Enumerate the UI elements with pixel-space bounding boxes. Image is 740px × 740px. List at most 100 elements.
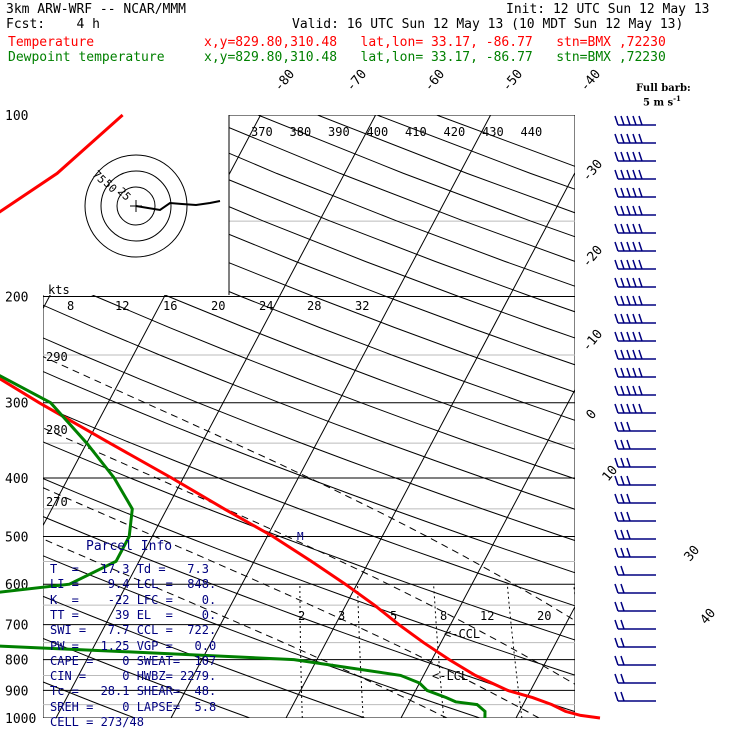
wind-barb-feather	[614, 457, 619, 468]
wind-barb-feather	[614, 385, 619, 396]
wind-barb-feather	[620, 637, 625, 648]
wind-barb-feather	[620, 511, 625, 522]
speed-label: 32	[355, 299, 369, 313]
parcel-info-row: CELL = 273/48	[50, 715, 144, 729]
wind-barb-feather	[614, 403, 619, 414]
wind-barb-feather	[614, 619, 619, 630]
theta-label: 410	[405, 125, 427, 139]
theta-label: 270	[46, 495, 68, 509]
mixing-ratio-line	[357, 584, 364, 718]
wind-barb-feather	[614, 673, 619, 684]
mixing-ratio-label: 20	[537, 609, 551, 623]
mixing-ratio-line	[506, 584, 523, 718]
wind-barb-feather	[632, 331, 637, 342]
wind-barb-feather	[626, 529, 631, 540]
wind-barb-feather	[620, 403, 625, 414]
isotherm-label: 0	[584, 407, 601, 423]
wind-barb-feather	[620, 205, 625, 216]
dry-adiabat	[43, 555, 482, 718]
wind-barb-feather	[614, 151, 619, 162]
isotherm-label: -60	[422, 67, 449, 95]
wind-barb-feather	[632, 367, 637, 378]
wind-barb-feather	[626, 403, 631, 414]
wind-barb-feather	[614, 421, 619, 432]
wind-barb-feather	[620, 259, 625, 270]
wind-barb-feather	[614, 493, 619, 504]
wind-barb-feather	[614, 367, 619, 378]
wind-barb-feather	[632, 277, 637, 288]
wind-barb-feather	[620, 133, 625, 144]
theta-label: 400	[367, 125, 389, 139]
wind-barb-feather	[626, 367, 631, 378]
hodograph-ring	[84, 154, 188, 258]
pressure-label: 400	[5, 472, 28, 487]
moist-adiabat	[43, 538, 448, 718]
wind-barb-feather	[614, 637, 619, 648]
temperature-legend: Temperature	[8, 35, 95, 50]
temperature-trace	[0, 113, 601, 720]
wind-barb-feather	[626, 439, 631, 450]
theta-label: 380	[290, 125, 312, 139]
valid-time: Valid: 16 UTC Sun 12 May 13 (10 MDT Sun …	[292, 17, 684, 32]
mixing-ratio-line	[433, 584, 445, 718]
wind-barb-feather	[620, 385, 625, 396]
wind-barb-feather	[614, 277, 619, 288]
dry-adiabat	[317, 115, 575, 214]
kts-label: kts	[48, 283, 70, 297]
wind-barb-feather	[638, 241, 643, 252]
wind-barb-feather	[626, 223, 631, 234]
dry-adiabat	[436, 115, 575, 167]
forecast-hour: Fcst: 4 h	[6, 17, 100, 32]
wind-barb-feather	[614, 115, 619, 126]
parcel-info-row: TT = 39 EL = 0.	[50, 607, 217, 622]
speed-label: 16	[163, 299, 177, 313]
wind-barb-feather	[620, 349, 625, 360]
mixing-ratio-label: 2	[298, 609, 305, 623]
hodograph-ring	[100, 170, 172, 242]
speed-label: 12	[115, 299, 129, 313]
mixing-ratio-label: 3	[338, 609, 345, 623]
wind-barb-feather	[620, 223, 625, 234]
moist-adiabat	[43, 487, 540, 718]
moist-adiabat	[43, 356, 575, 622]
parcel-info-row: K = -22 LFC = 0.	[50, 592, 217, 607]
parcel-info-row: PW = 1.25 VGP = 0.0	[50, 638, 217, 653]
wind-barb-feather	[620, 619, 625, 630]
wind-barb-feather	[638, 115, 643, 126]
wind-barb-feather	[638, 133, 643, 144]
parcel-info-row: CIN = 0 HWBZ= 2279.	[50, 669, 217, 684]
wind-barb-feather	[620, 529, 625, 540]
wind-barb-feather	[614, 133, 619, 144]
barb-legend-units: 5 m s-1	[643, 94, 681, 109]
wind-barb-feather	[632, 133, 637, 144]
dry-adiabat	[43, 681, 137, 718]
parcel-info-row: LI = 9.4 LCL = 848.	[50, 577, 217, 592]
wind-barb-feather	[614, 349, 619, 360]
dry-adiabat	[43, 337, 575, 542]
wind-barb-feather	[614, 565, 619, 576]
wind-barb-feather	[626, 457, 631, 468]
wind-barb-feather	[614, 223, 619, 234]
wind-barb-feather	[620, 277, 625, 288]
wind-barb-feather	[614, 187, 619, 198]
wind-barb-feather	[620, 583, 625, 594]
parcel-info-row: CAPE = 0 SWEAT= 107	[50, 653, 217, 668]
wind-barb-feather	[614, 583, 619, 594]
wind-barb-feather	[620, 421, 625, 432]
wind-barb-feather	[632, 313, 637, 324]
wind-barb-feather	[620, 673, 625, 684]
wind-barb-feather	[614, 439, 619, 450]
theta-label: 440	[521, 125, 543, 139]
wind-barb-feather	[626, 421, 631, 432]
wind-barb-feather	[614, 331, 619, 342]
wind-barb-feather	[626, 259, 631, 270]
pressure-label: 800	[5, 654, 28, 669]
dewpoint-location: x,y=829.80,310.48 lat,lon= 33.17, -86.77…	[204, 50, 666, 65]
dry-adiabat	[43, 637, 252, 718]
wind-barb-feather	[620, 313, 625, 324]
temperature-location: x,y=829.80,310.48 lat,lon= 33.17, -86.77…	[204, 35, 666, 50]
wind-barb-feather	[638, 367, 643, 378]
isotherm-line	[515, 605, 575, 718]
wind-barb-feather	[632, 241, 637, 252]
wind-barb-feather	[638, 385, 643, 396]
